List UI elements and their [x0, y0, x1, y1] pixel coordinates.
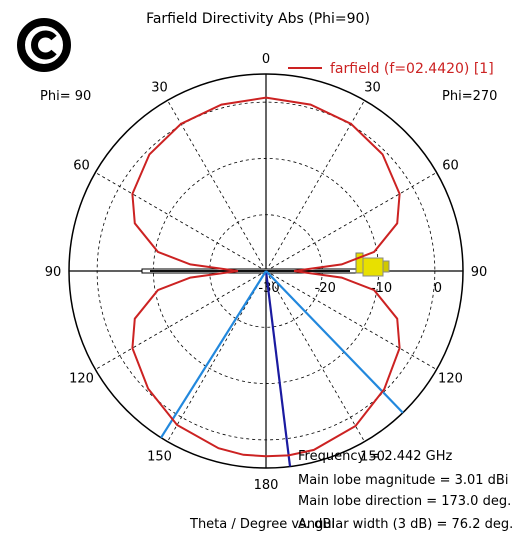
angle-label: 120 [69, 372, 94, 387]
info-main-lobe-direction: Main lobe direction = 173.0 deg. [298, 494, 511, 509]
radial-tick-label: 0 [434, 281, 442, 296]
grid-spoke [265, 270, 365, 442]
3db-beamwidth-edge-line [265, 270, 404, 414]
info-frequency: Frequency = 2.442 GHz [298, 449, 453, 464]
grid-spoke [95, 270, 267, 370]
grid-spoke [265, 100, 365, 272]
legend: farfield (f=02.4420) [1] [288, 61, 494, 77]
beam-lines [160, 270, 404, 467]
phi-left-label: Phi= 90 [40, 89, 91, 104]
angle-label: 30 [364, 81, 381, 96]
angle-label: 0 [262, 52, 270, 67]
grid-spoke [265, 172, 437, 272]
x-axis-label: Theta / Degree vs. dBi [189, 517, 335, 532]
angle-label: 150 [147, 449, 172, 464]
grid-spoke [95, 172, 267, 272]
angle-labels: 0 30 60 90 120 150 180 30 60 90 120 150 [45, 52, 488, 493]
copyright-logo [17, 18, 71, 72]
info-main-lobe-magnitude: Main lobe magnitude = 3.01 dBi [298, 473, 508, 488]
grid-spoke [265, 270, 437, 370]
angle-label: 90 [45, 265, 62, 280]
angle-label: 60 [73, 159, 90, 174]
grid-spoke [167, 270, 267, 442]
farfield-pattern-line [131, 96, 401, 458]
radial-tick-label: -20 [315, 281, 336, 296]
legend-label: farfield (f=02.4420) [1] [330, 61, 494, 77]
chart-title: Farfield Directivity Abs (Phi=90) [146, 11, 370, 27]
angle-label: 120 [438, 372, 463, 387]
phi-right-label: Phi=270 [442, 89, 497, 104]
radial-tick-label: -10 [371, 281, 392, 296]
antenna-model-graphic [141, 252, 390, 277]
radial-tick-labels: -30-20-100 [258, 281, 442, 296]
main-lobe-direction-line [264, 270, 292, 467]
angle-label: 90 [471, 265, 488, 280]
3db-beamwidth-edge-line [160, 270, 267, 439]
angle-label: 150 [360, 449, 385, 464]
info-angular-width: Angular width (3 dB) = 76.2 deg. [298, 517, 513, 532]
angle-label: 60 [442, 159, 459, 174]
angle-label: 30 [151, 81, 168, 96]
angle-label: 180 [254, 478, 279, 493]
grid-spoke [167, 100, 267, 272]
